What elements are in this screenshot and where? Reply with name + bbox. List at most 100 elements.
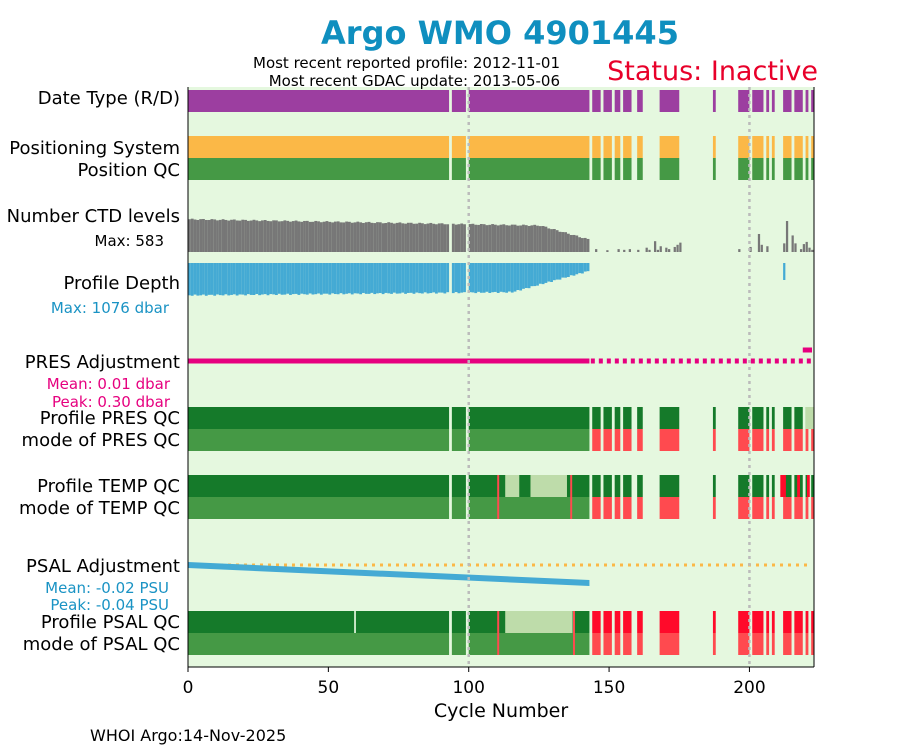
- ctd-bar: [659, 246, 662, 252]
- ctd-bar: [578, 237, 582, 252]
- depth-bar: [305, 263, 309, 295]
- profile-temp-qc-bar: [637, 475, 643, 497]
- profile-temp-qc-light: [505, 475, 520, 497]
- label-ctd-levels: Number CTD levels: [7, 206, 180, 227]
- depth-bar: [516, 263, 520, 291]
- profile-psal-qc-bar: [783, 611, 792, 633]
- positioning-bar: [712, 136, 716, 158]
- ctd-bar: [398, 222, 402, 252]
- depth-bar: [356, 263, 360, 294]
- ctd-bar: [426, 223, 430, 252]
- pres-peak: Peak: 0.30 dbar: [52, 393, 171, 411]
- position-qc-bar: [794, 158, 803, 180]
- date-type-bar: [712, 90, 716, 112]
- positioning-bar: [603, 136, 612, 158]
- ctd-bar: [370, 222, 374, 252]
- ctd-bar: [348, 221, 351, 252]
- depth-bar: [317, 263, 320, 294]
- depth-bar: [188, 263, 191, 296]
- ctd-bar: [443, 224, 447, 252]
- ctd-bar: [485, 225, 489, 252]
- profile-pres-qc-bar: [603, 407, 612, 429]
- profile-pres-qc-bar: [738, 407, 750, 429]
- ctd-bar: [586, 238, 590, 252]
- ctd-bar: [199, 219, 203, 252]
- profile-psal-qc-bar: [712, 611, 716, 633]
- depth-bar: [569, 263, 573, 276]
- ctd-bar: [266, 220, 270, 252]
- ctd-bar: [303, 220, 306, 252]
- mode-pres-qc-bar: [623, 429, 632, 451]
- label-positioning-system: Positioning System: [9, 138, 180, 159]
- mode-psal-qc-bar: [659, 633, 680, 655]
- mode-temp-qc-bar: [637, 497, 643, 519]
- depth-bar: [527, 263, 531, 289]
- ctd-bar: [558, 231, 562, 252]
- x-tick-label: 50: [318, 678, 340, 698]
- ctd-bar: [384, 223, 388, 252]
- ctd-bar: [401, 223, 405, 252]
- ctd-bar: [760, 244, 763, 252]
- depth-bar: [241, 263, 245, 295]
- mode-temp-qc-bar: [592, 497, 601, 519]
- date-type-bar: [771, 90, 775, 112]
- x-tick-label: 100: [452, 678, 484, 698]
- ctd-bar: [311, 221, 315, 252]
- depth-bar: [406, 263, 410, 293]
- depth-bar: [429, 263, 433, 294]
- ctd-bar: [263, 220, 267, 252]
- mode-temp-qc-bar: [451, 497, 466, 519]
- depth-bar: [477, 263, 480, 292]
- ctd-bar: [305, 220, 309, 252]
- ctd-bar: [418, 222, 421, 252]
- depth-bar: [508, 263, 511, 292]
- depth-max: Max: 1076 dbar: [51, 299, 170, 317]
- position-qc-bar: [771, 158, 775, 180]
- ctd-bar: [221, 219, 225, 252]
- depth-bar: [249, 263, 253, 295]
- depth-bar: [390, 263, 393, 294]
- profile-psal-qc-bar: [614, 611, 621, 633]
- ctd-bar: [249, 220, 253, 252]
- ctd-bar: [437, 223, 441, 252]
- ctd-bar: [794, 243, 797, 252]
- depth-bar: [303, 263, 306, 295]
- mode-psal-qc-bar: [451, 633, 466, 655]
- profile-temp-qc-bad: [806, 475, 810, 497]
- ctd-bar: [277, 221, 281, 252]
- label-profile-temp-qc: Profile TEMP QC: [37, 476, 180, 497]
- depth-bar: [404, 263, 407, 294]
- depth-bar: [342, 263, 346, 295]
- position-qc-bar: [783, 158, 792, 180]
- status-label: Status: Inactive: [607, 56, 818, 87]
- profile-temp-qc-bad: [780, 475, 786, 497]
- ctd-bar: [297, 221, 301, 252]
- mode-temp-qc-bar: [188, 497, 450, 519]
- ctd-bar: [319, 222, 323, 252]
- ctd-bar: [446, 224, 450, 252]
- depth-bar: [547, 263, 551, 282]
- ctd-bar: [471, 223, 475, 252]
- profile-psal-qc-bar: [766, 611, 770, 633]
- ctd-bar: [232, 219, 236, 252]
- depth-bar: [387, 263, 391, 294]
- date-type-bar: [794, 90, 803, 112]
- ctd-bar: [623, 249, 626, 252]
- profile-temp-qc-bar: [603, 475, 612, 497]
- ctd-bar: [423, 224, 427, 252]
- depth-bar: [398, 263, 402, 294]
- profile-temp-qc-bar: [659, 475, 680, 497]
- ctd-bar: [536, 225, 539, 252]
- x-axis-label: Cycle Number: [434, 700, 568, 722]
- ctd-bar: [527, 225, 531, 252]
- profile-temp-qc-bar: [623, 475, 632, 497]
- psal-adjustment-line: [188, 562, 590, 586]
- ctd-bar: [392, 223, 396, 252]
- depth-bar: [505, 263, 509, 293]
- profile-temp-qc-bar: [771, 475, 775, 497]
- depth-bar: [510, 263, 514, 293]
- mode-temp-qc-bar: [738, 497, 750, 519]
- ctd-bar: [668, 249, 671, 252]
- ctd-bar: [783, 243, 786, 252]
- profile-temp-qc-bad: [797, 475, 800, 497]
